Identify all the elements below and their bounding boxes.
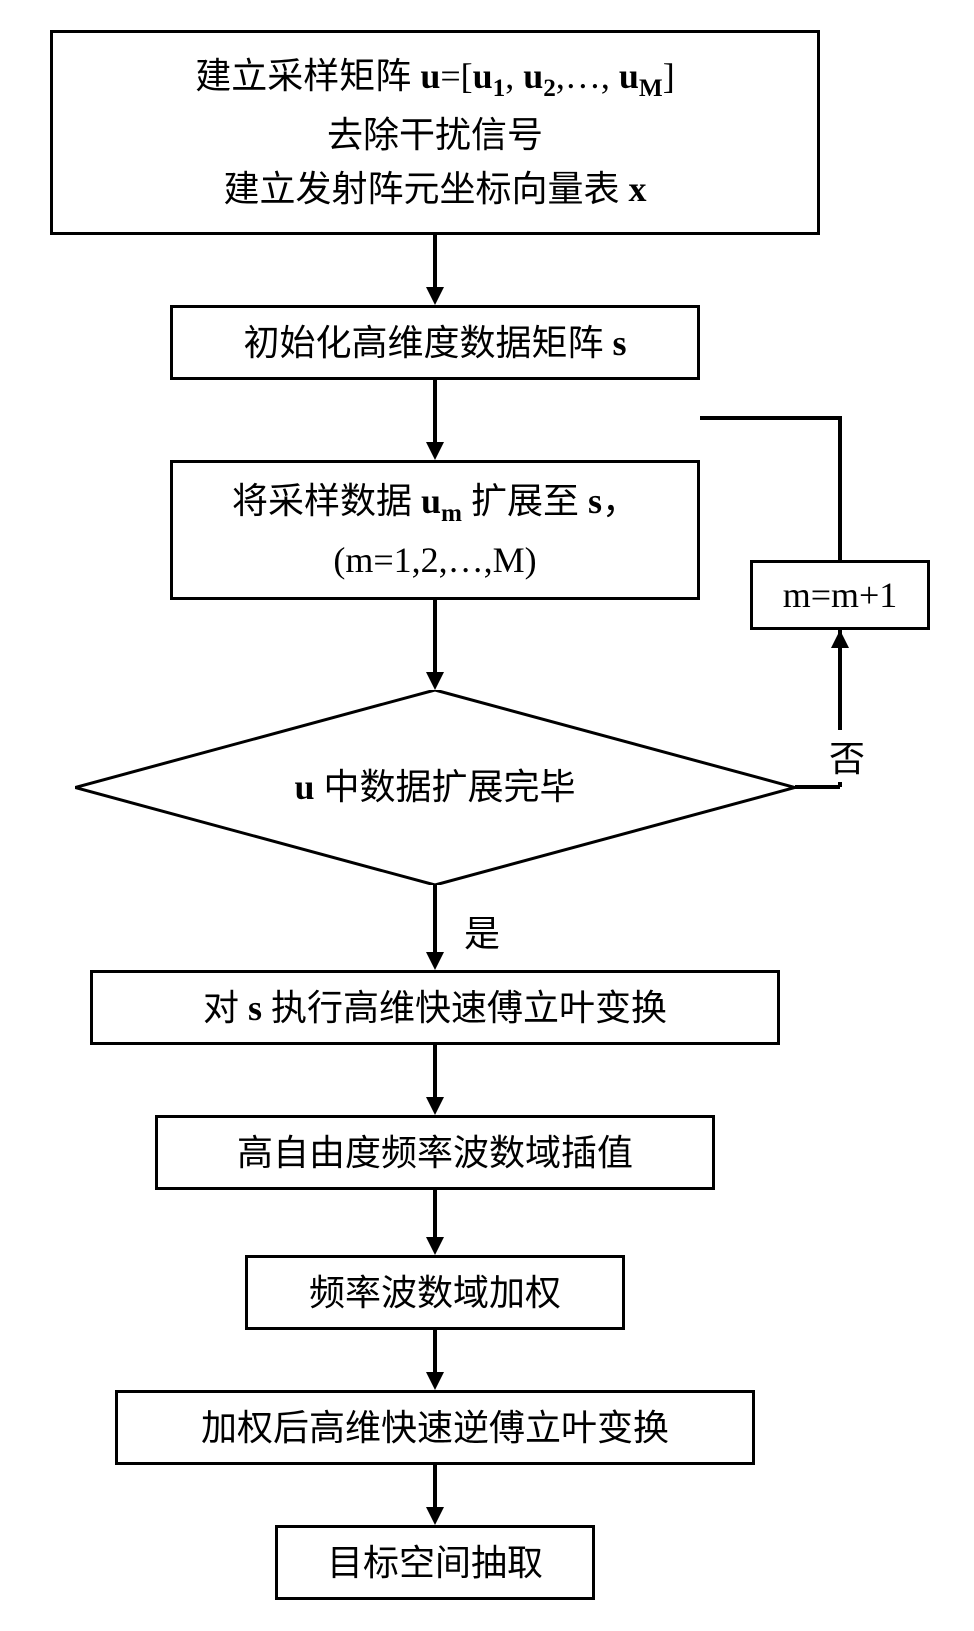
arrow-head	[426, 1372, 444, 1390]
node-n5: 对 s 执行高维快速傅立叶变换	[90, 970, 780, 1045]
node-n8: 加权后高维快速逆傅立叶变换	[115, 1390, 755, 1465]
node-n3: 将采样数据 um 扩展至 s，(m=1,2,…,M)	[170, 460, 700, 600]
arrow-head	[426, 287, 444, 305]
edge-label: 是	[460, 905, 504, 957]
node-n7: 频率波数域加权	[245, 1255, 625, 1330]
arrow-head	[831, 630, 849, 648]
arrow-head	[426, 442, 444, 460]
node-n2: 初始化高维度数据矩阵 s	[170, 305, 700, 380]
flowchart-root: 建立采样矩阵 u=[u1, u2,…, uM]去除干扰信号建立发射阵元坐标向量表…	[30, 30, 944, 1601]
node-n1: 建立采样矩阵 u=[u1, u2,…, uM]去除干扰信号建立发射阵元坐标向量表…	[50, 30, 820, 235]
arrow-head	[426, 952, 444, 970]
arrow-head	[426, 1097, 444, 1115]
node-n6: 高自由度频率波数域插值	[155, 1115, 715, 1190]
node-d1: u 中数据扩展完毕	[75, 690, 795, 885]
edge-label: 否	[825, 730, 869, 782]
node-counter: m=m+1	[750, 560, 930, 630]
arrow-head	[426, 672, 444, 690]
arrow-head	[426, 1237, 444, 1255]
arrow-head	[426, 1507, 444, 1525]
node-n9: 目标空间抽取	[275, 1525, 595, 1600]
